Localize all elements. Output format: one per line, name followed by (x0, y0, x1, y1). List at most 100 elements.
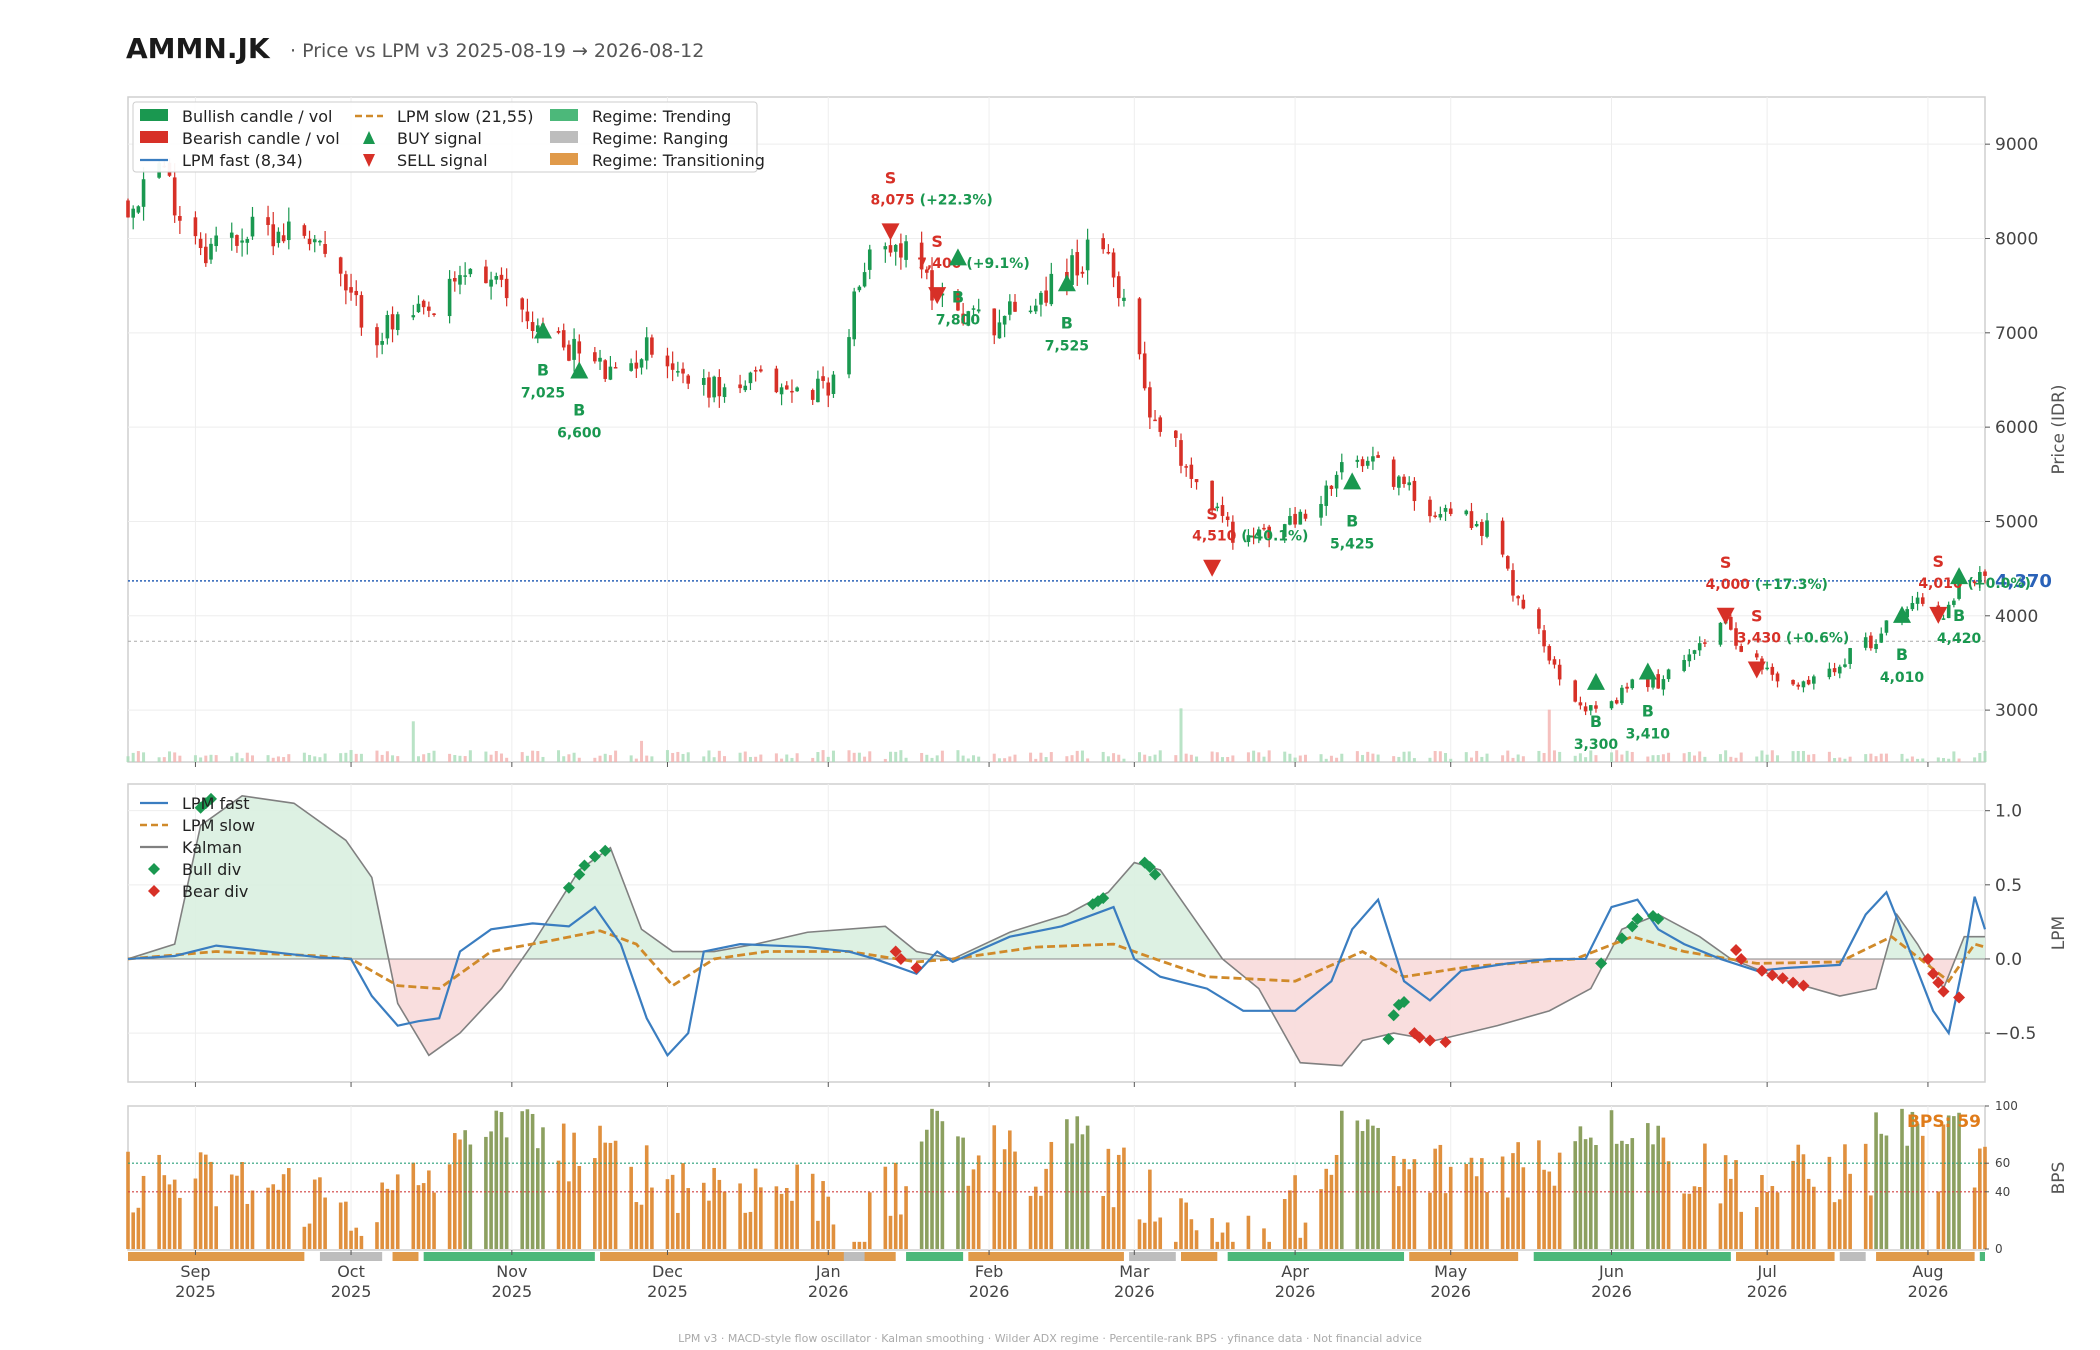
volume-bar (1718, 754, 1722, 762)
bps-bar (1391, 1155, 1396, 1249)
candle-body (1184, 466, 1188, 468)
bps-bar (1620, 1140, 1624, 1249)
volume-bar (816, 752, 820, 762)
bps-bar (613, 1140, 618, 1249)
volume-bar (1106, 756, 1110, 762)
candle-body (567, 344, 571, 361)
bear-div-marker (910, 961, 923, 974)
volume-bar (1215, 752, 1219, 762)
x-tick-month: Apr (1281, 1262, 1309, 1281)
bps-bar (925, 1129, 929, 1249)
legend-label: LPM fast (8,34) (182, 151, 303, 170)
volume-bar (1801, 750, 1805, 762)
bps-bar (214, 1206, 218, 1249)
ticker-title: AMMN.JK (126, 32, 270, 65)
candle-body (1231, 521, 1235, 543)
candle-body (1158, 417, 1163, 432)
volume-bar (1293, 757, 1297, 762)
bps-bar (1070, 1143, 1074, 1249)
candle-body (1251, 535, 1256, 538)
candle-body (681, 368, 685, 374)
candle-body (1957, 582, 1961, 599)
bps-bar (644, 1145, 649, 1249)
candle-body (1282, 524, 1287, 537)
bps-bar (888, 1215, 893, 1249)
bps-bar (489, 1131, 493, 1249)
bps-bar (1754, 1207, 1759, 1249)
price-y-label: 4000 (1995, 607, 2038, 627)
candle-body (1806, 679, 1811, 685)
x-tick-month: Aug (1912, 1262, 1943, 1281)
candle-body (1215, 506, 1220, 509)
candle-body (608, 366, 613, 380)
volume-bar (1651, 755, 1655, 762)
bear-div-marker (1755, 964, 1768, 977)
volume-bar (136, 751, 140, 762)
volume-bar (1791, 751, 1795, 762)
volume-bar (925, 754, 929, 762)
candle-body (613, 367, 618, 369)
candle-body (774, 368, 779, 393)
bps-bar (1485, 1192, 1489, 1249)
legend-item: LPM fast (8,34) (140, 151, 303, 170)
volume-bar (577, 757, 581, 762)
candle-body (1843, 664, 1847, 667)
volume-bar (1796, 750, 1800, 762)
bps-bar (1220, 1232, 1225, 1249)
candle-body (1609, 701, 1614, 709)
bps-bar (307, 1223, 312, 1249)
volume-bar (1034, 758, 1038, 762)
regime-segment (319, 1252, 383, 1261)
volume-bar (608, 755, 612, 762)
price-y-label: 7000 (1995, 324, 2038, 344)
bps-bar (1433, 1148, 1437, 1249)
bps-bar (1500, 1156, 1505, 1249)
bps-bar (338, 1202, 343, 1249)
bps-value-label: BPS: 59 (1907, 1112, 1981, 1132)
volume-bar (1734, 757, 1738, 762)
legend-label: Bear div (182, 882, 248, 901)
candle-body (1863, 637, 1868, 648)
candle-body (1869, 635, 1873, 649)
volume-bar (645, 755, 649, 762)
volume-bar (1724, 750, 1728, 762)
volume-bar (562, 756, 566, 762)
buy-signal-price: 5,425 (1330, 536, 1374, 552)
bps-bar (629, 1166, 633, 1249)
buy-signal-letter: B (952, 287, 964, 306)
candle-body (390, 314, 395, 330)
volume-bar (1148, 756, 1152, 762)
candle-body (1376, 455, 1380, 458)
legend-swatch (140, 109, 168, 121)
bull-div-marker (1097, 892, 1110, 905)
volume-bar (681, 753, 685, 762)
volume-bar (1444, 753, 1448, 762)
lpm-y-label: 0.0 (1995, 950, 2022, 970)
bps-bar (1832, 1202, 1837, 1249)
bps-bar (1734, 1160, 1738, 1249)
legend-label: LPM slow (21,55) (397, 107, 533, 126)
candle-body (1355, 459, 1360, 462)
candle-body (1537, 609, 1541, 629)
bear-div-marker (1797, 979, 1810, 992)
sell-signal-marker (881, 223, 900, 241)
volume-bar (380, 754, 384, 762)
candle-body (349, 287, 353, 293)
bps-y-label: 100 (1995, 1099, 2018, 1113)
legend-swatch (550, 109, 578, 121)
candle-body (535, 325, 540, 333)
candle-body (1952, 600, 1956, 605)
volume-bar (1475, 750, 1479, 762)
volume-bar (1158, 750, 1162, 762)
candle-body (1210, 480, 1214, 509)
candle-body (1101, 238, 1105, 250)
bear-div-marker (1439, 1035, 1452, 1048)
candle-body (1739, 646, 1744, 652)
bps-bar (1869, 1195, 1873, 1249)
volume-bar (1843, 758, 1847, 762)
volume-bar (1760, 750, 1764, 762)
volume-bar (1371, 753, 1375, 762)
buy-signal-price: 4,010 (1880, 670, 1925, 686)
legend-item: Bear div (148, 882, 248, 901)
bps-bar (1028, 1195, 1033, 1249)
